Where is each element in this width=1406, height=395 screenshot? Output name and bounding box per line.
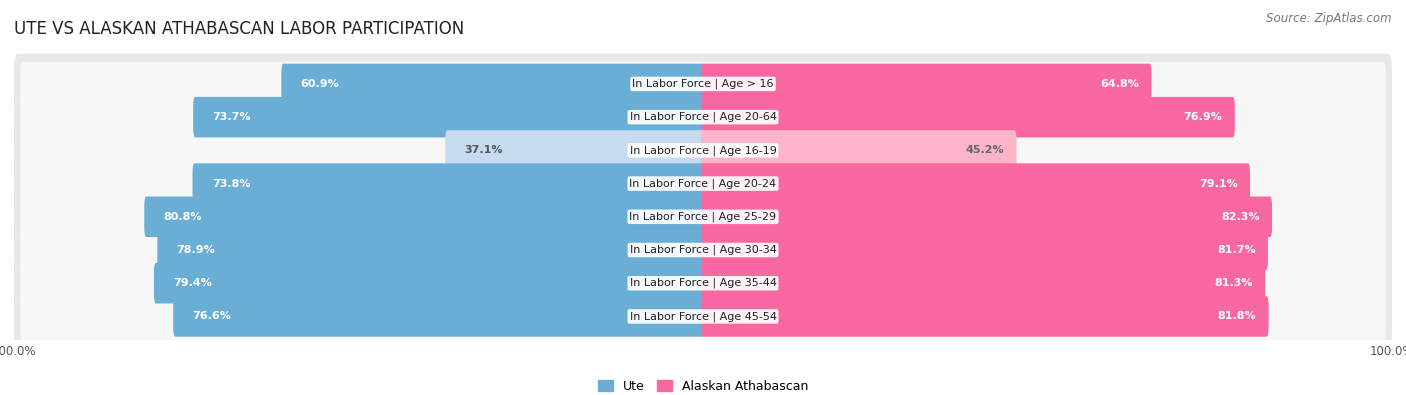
FancyBboxPatch shape bbox=[20, 195, 1386, 241]
FancyBboxPatch shape bbox=[20, 161, 1386, 208]
FancyBboxPatch shape bbox=[702, 197, 1272, 237]
FancyBboxPatch shape bbox=[281, 64, 704, 104]
FancyBboxPatch shape bbox=[702, 130, 1017, 171]
FancyBboxPatch shape bbox=[14, 153, 1392, 216]
Text: 73.8%: 73.8% bbox=[212, 179, 250, 188]
FancyBboxPatch shape bbox=[702, 97, 1234, 137]
Text: In Labor Force | Age 20-64: In Labor Force | Age 20-64 bbox=[630, 112, 776, 122]
FancyBboxPatch shape bbox=[14, 186, 1392, 249]
Text: In Labor Force | Age 30-34: In Labor Force | Age 30-34 bbox=[630, 245, 776, 255]
Text: In Labor Force | Age 35-44: In Labor Force | Age 35-44 bbox=[630, 278, 776, 288]
FancyBboxPatch shape bbox=[14, 253, 1392, 316]
Text: In Labor Force | Age 20-24: In Labor Force | Age 20-24 bbox=[630, 178, 776, 189]
Legend: Ute, Alaskan Athabascan: Ute, Alaskan Athabascan bbox=[593, 375, 813, 395]
FancyBboxPatch shape bbox=[20, 228, 1386, 274]
FancyBboxPatch shape bbox=[193, 97, 704, 137]
FancyBboxPatch shape bbox=[193, 163, 704, 204]
Text: 78.9%: 78.9% bbox=[177, 245, 215, 255]
Text: 81.8%: 81.8% bbox=[1218, 311, 1256, 322]
FancyBboxPatch shape bbox=[446, 130, 704, 171]
Text: In Labor Force | Age 25-29: In Labor Force | Age 25-29 bbox=[630, 212, 776, 222]
Text: 81.7%: 81.7% bbox=[1218, 245, 1256, 255]
FancyBboxPatch shape bbox=[14, 87, 1392, 149]
FancyBboxPatch shape bbox=[702, 296, 1268, 337]
FancyBboxPatch shape bbox=[145, 197, 704, 237]
Text: 73.7%: 73.7% bbox=[212, 112, 252, 122]
FancyBboxPatch shape bbox=[20, 95, 1386, 141]
Text: 81.3%: 81.3% bbox=[1215, 278, 1253, 288]
Text: Source: ZipAtlas.com: Source: ZipAtlas.com bbox=[1267, 12, 1392, 25]
Text: 45.2%: 45.2% bbox=[966, 145, 1004, 155]
Text: 79.4%: 79.4% bbox=[173, 278, 212, 288]
FancyBboxPatch shape bbox=[14, 54, 1392, 116]
Text: 82.3%: 82.3% bbox=[1222, 212, 1260, 222]
FancyBboxPatch shape bbox=[14, 120, 1392, 182]
FancyBboxPatch shape bbox=[14, 286, 1392, 349]
FancyBboxPatch shape bbox=[20, 261, 1386, 307]
Text: 76.9%: 76.9% bbox=[1184, 112, 1222, 122]
Text: In Labor Force | Age 16-19: In Labor Force | Age 16-19 bbox=[630, 145, 776, 156]
Text: 79.1%: 79.1% bbox=[1199, 179, 1237, 188]
FancyBboxPatch shape bbox=[173, 296, 704, 337]
FancyBboxPatch shape bbox=[20, 62, 1386, 108]
FancyBboxPatch shape bbox=[702, 163, 1250, 204]
Text: 80.8%: 80.8% bbox=[163, 212, 202, 222]
FancyBboxPatch shape bbox=[702, 230, 1268, 270]
FancyBboxPatch shape bbox=[20, 294, 1386, 341]
FancyBboxPatch shape bbox=[702, 263, 1265, 303]
Text: 76.6%: 76.6% bbox=[193, 311, 232, 322]
FancyBboxPatch shape bbox=[14, 220, 1392, 282]
FancyBboxPatch shape bbox=[20, 128, 1386, 175]
FancyBboxPatch shape bbox=[702, 64, 1152, 104]
Text: In Labor Force | Age > 16: In Labor Force | Age > 16 bbox=[633, 79, 773, 89]
Text: UTE VS ALASKAN ATHABASCAN LABOR PARTICIPATION: UTE VS ALASKAN ATHABASCAN LABOR PARTICIP… bbox=[14, 19, 464, 38]
Text: 37.1%: 37.1% bbox=[464, 145, 503, 155]
Text: 64.8%: 64.8% bbox=[1101, 79, 1139, 89]
FancyBboxPatch shape bbox=[153, 263, 704, 303]
Text: 60.9%: 60.9% bbox=[301, 79, 339, 89]
Text: In Labor Force | Age 45-54: In Labor Force | Age 45-54 bbox=[630, 311, 776, 322]
FancyBboxPatch shape bbox=[157, 230, 704, 270]
